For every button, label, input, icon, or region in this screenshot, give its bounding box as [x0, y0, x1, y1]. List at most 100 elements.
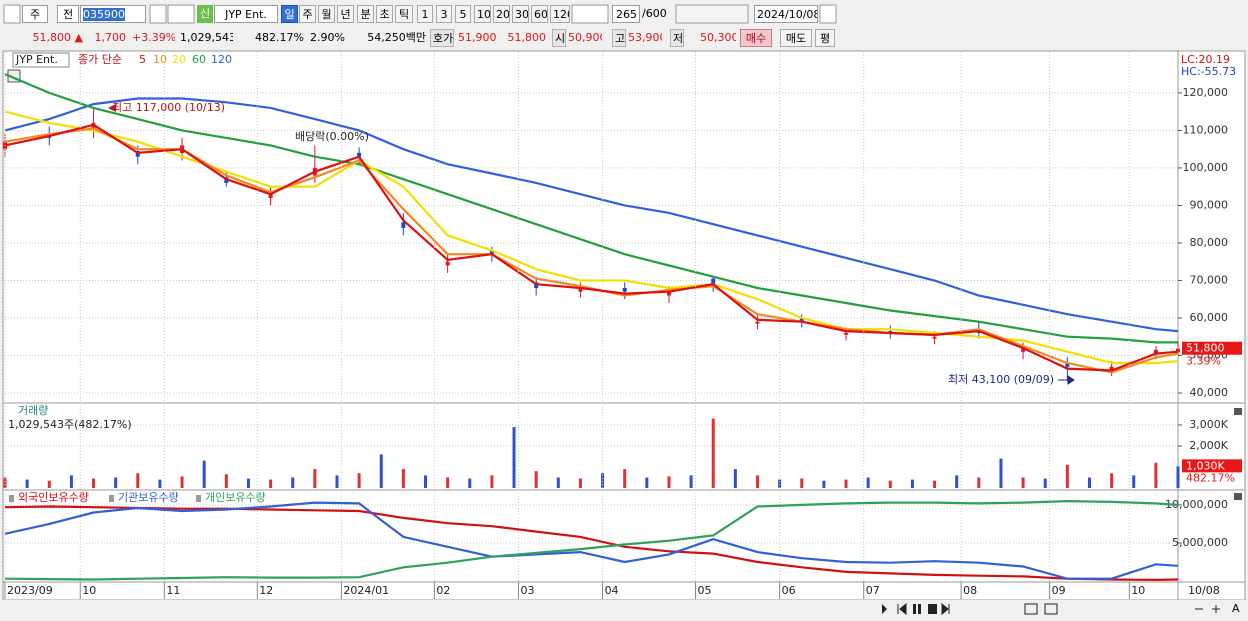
toolbar-item[interactable]: 전	[57, 5, 79, 23]
toolbar-item: +3.39%	[132, 31, 175, 44]
toolbar-item[interactable]: 20	[493, 5, 510, 23]
y-tick-label: 90,000	[1190, 198, 1229, 211]
x-end-label: 10/08	[1188, 584, 1220, 597]
volume-bar	[1065, 464, 1069, 488]
tool-icons[interactable]	[675, 4, 749, 24]
toolbar-item[interactable]: 평	[815, 29, 835, 47]
candle-body	[666, 291, 671, 296]
volume-bar	[844, 479, 848, 488]
toolbar-item[interactable]: 틱	[395, 5, 413, 23]
toolbar-item[interactable]: 30	[512, 5, 529, 23]
legend-entry: 10	[153, 53, 167, 66]
annotation: 최고 117,000 (10/13)	[112, 101, 225, 114]
bottom-bar	[0, 600, 1248, 621]
holding-line	[4, 499, 1179, 581]
toolbar-item[interactable]: 3	[436, 5, 452, 23]
x-tick-label: 03	[520, 584, 534, 597]
toolbar-item[interactable]: JYP Ent.	[214, 5, 278, 23]
volume-bar	[1154, 462, 1158, 488]
volume-bar	[866, 477, 870, 488]
toolbar-item[interactable]: 주	[299, 5, 316, 23]
toolbar-item: 54,250백만	[367, 31, 426, 44]
toolbar-item: 50,300	[700, 31, 736, 44]
toolbar-item[interactable]: 265	[612, 5, 640, 23]
toolbar-item[interactable]: 분	[357, 5, 374, 23]
volume-bar	[69, 475, 73, 488]
icon[interactable]	[3, 4, 21, 24]
legend-marker	[196, 495, 201, 502]
x-tick-label: 06	[782, 584, 796, 597]
volume-bar	[822, 480, 826, 488]
candle-body	[755, 321, 760, 324]
y-tick-label: 10,000,000	[1165, 498, 1228, 511]
last-ratio-label: 482.17%	[1186, 471, 1235, 484]
toolbar-item[interactable]: 일	[281, 5, 298, 23]
x-tick-label: 10	[82, 584, 96, 597]
title-box	[12, 52, 70, 68]
volume-bar	[800, 478, 804, 488]
volume-bar	[955, 475, 959, 488]
scroll-buttons[interactable]	[882, 602, 1220, 616]
toolbar-item[interactable]: 1	[417, 5, 433, 23]
volume-bar	[490, 475, 494, 488]
toolbar-item: 51,900	[458, 31, 496, 44]
toolbar-item[interactable]: 주	[22, 5, 48, 23]
toolbar-item[interactable]: 2024/10/08	[754, 5, 818, 23]
toolbar-item[interactable]: 초	[376, 5, 393, 23]
legend-entry: 20	[172, 53, 186, 66]
code-text: 035900	[83, 8, 125, 21]
candle-body	[932, 336, 937, 339]
candle-body	[268, 194, 273, 198]
chart-title: JYP Ent.	[15, 53, 58, 66]
x-tick-label: 07	[866, 584, 880, 597]
volume-bar	[246, 478, 250, 488]
close-icon[interactable]	[1234, 408, 1242, 415]
search-icon[interactable]	[149, 4, 167, 24]
volume-bar	[291, 477, 295, 488]
toolbar-item[interactable]: 10	[474, 5, 491, 23]
x-tick-label: 04	[605, 584, 619, 597]
toolbar-item[interactable]: 035900	[80, 5, 146, 23]
chart-frame	[2, 50, 1246, 601]
toolbar-item[interactable]: 월	[318, 5, 335, 23]
calendar-icon[interactable]	[819, 4, 837, 24]
close-icon[interactable]	[1234, 493, 1242, 500]
toolbar-item[interactable]: 60	[531, 5, 548, 23]
legend-title: 종가 단순	[78, 53, 122, 66]
x-tick-label: 11	[166, 584, 180, 597]
volume-bar	[667, 476, 671, 488]
annotation-arrow	[108, 104, 116, 112]
x-tick-label: 2024/01	[343, 584, 389, 597]
toolbar-item[interactable]: /600	[642, 7, 667, 20]
volume-bar	[556, 477, 560, 488]
volume-bar	[269, 479, 273, 488]
volume-bar	[888, 480, 892, 488]
volume-bar	[1110, 473, 1114, 488]
candle-body	[1065, 362, 1070, 367]
legend-entry: 60	[192, 53, 206, 66]
volume-bar	[755, 475, 759, 488]
legend-entry: 개인보유수량	[205, 491, 266, 504]
y-tick-label: 100,000	[1183, 161, 1229, 174]
zoom-label[interactable]: A	[1232, 602, 1240, 615]
y-tick-label: 110,000	[1183, 123, 1229, 136]
volume-bar	[733, 469, 737, 488]
volume-bar	[202, 460, 206, 488]
volume-bar	[357, 473, 361, 488]
y-tick-label: 70,000	[1190, 273, 1229, 286]
volume-bar	[778, 479, 782, 488]
sound-icon[interactable]	[167, 4, 195, 24]
dropdown[interactable]	[571, 4, 609, 24]
toolbar-item[interactable]: 120	[550, 5, 570, 23]
toolbar-item[interactable]: 년	[337, 5, 354, 23]
legend-marker	[109, 495, 114, 502]
toolbar-item[interactable]: 매수	[740, 29, 772, 47]
volume-bar	[3, 477, 7, 488]
toolbar-item: 시	[552, 29, 566, 47]
candle-body	[711, 278, 716, 285]
volume-bar	[645, 477, 649, 488]
toolbar-item[interactable]: 매도	[780, 29, 812, 47]
candle-body	[91, 122, 96, 131]
toolbar-item[interactable]: 5	[455, 5, 471, 23]
volume-bar	[601, 473, 605, 488]
